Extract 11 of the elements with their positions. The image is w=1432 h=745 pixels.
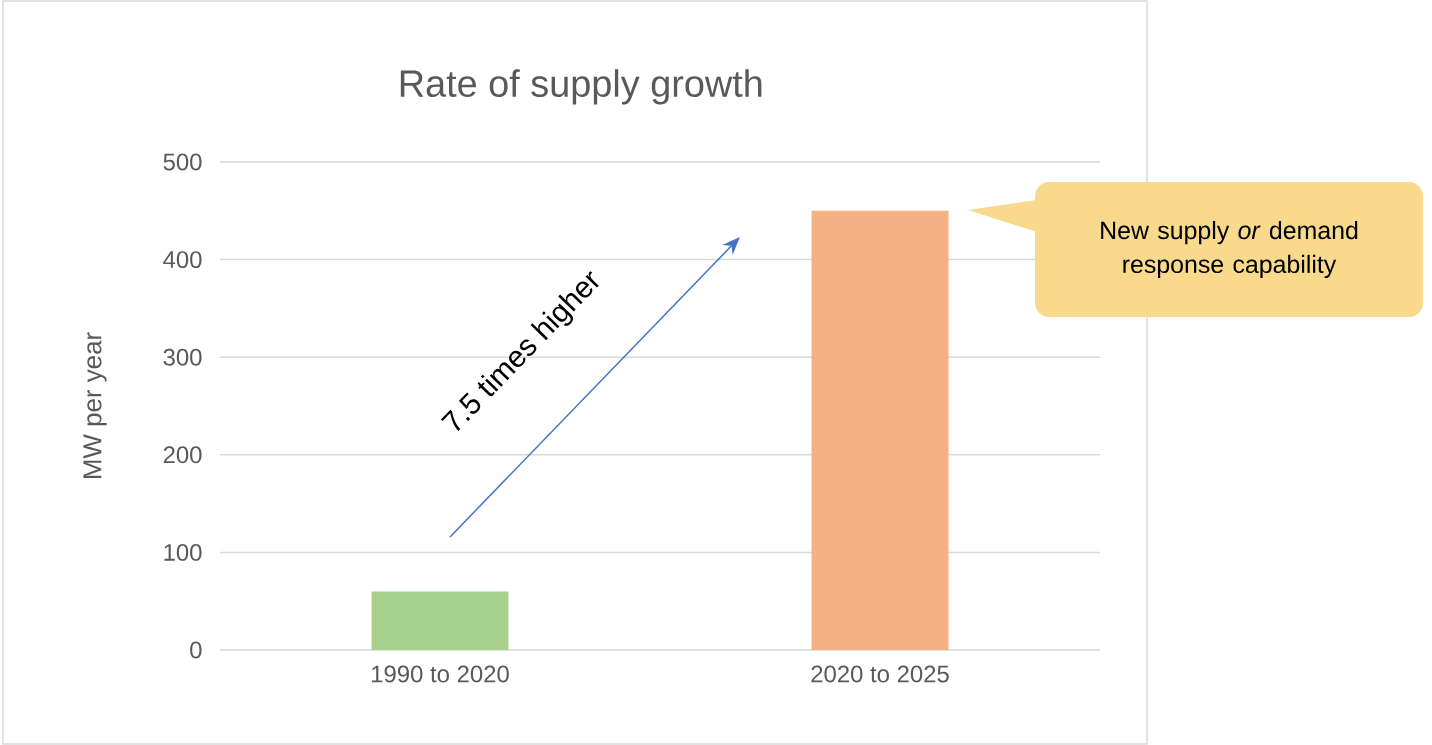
y-tick-label: 300: [163, 348, 202, 366]
chart-title: Rate of supply growth: [400, 69, 762, 105]
y-tick-label: 0: [190, 641, 202, 659]
x-tick-label: 1990 to 2020: [372, 665, 509, 683]
y-tick-label: 500: [163, 153, 202, 171]
y-tick-label: 200: [163, 446, 202, 464]
y-tick-label: 100: [164, 543, 202, 561]
y-axis-title: MW per year: [83, 332, 107, 478]
y-tick-label: 400: [163, 251, 202, 269]
text: New supply or demand response capability: [1101, 220, 1358, 279]
x-tick-label: 2020 to 2025: [811, 665, 949, 683]
